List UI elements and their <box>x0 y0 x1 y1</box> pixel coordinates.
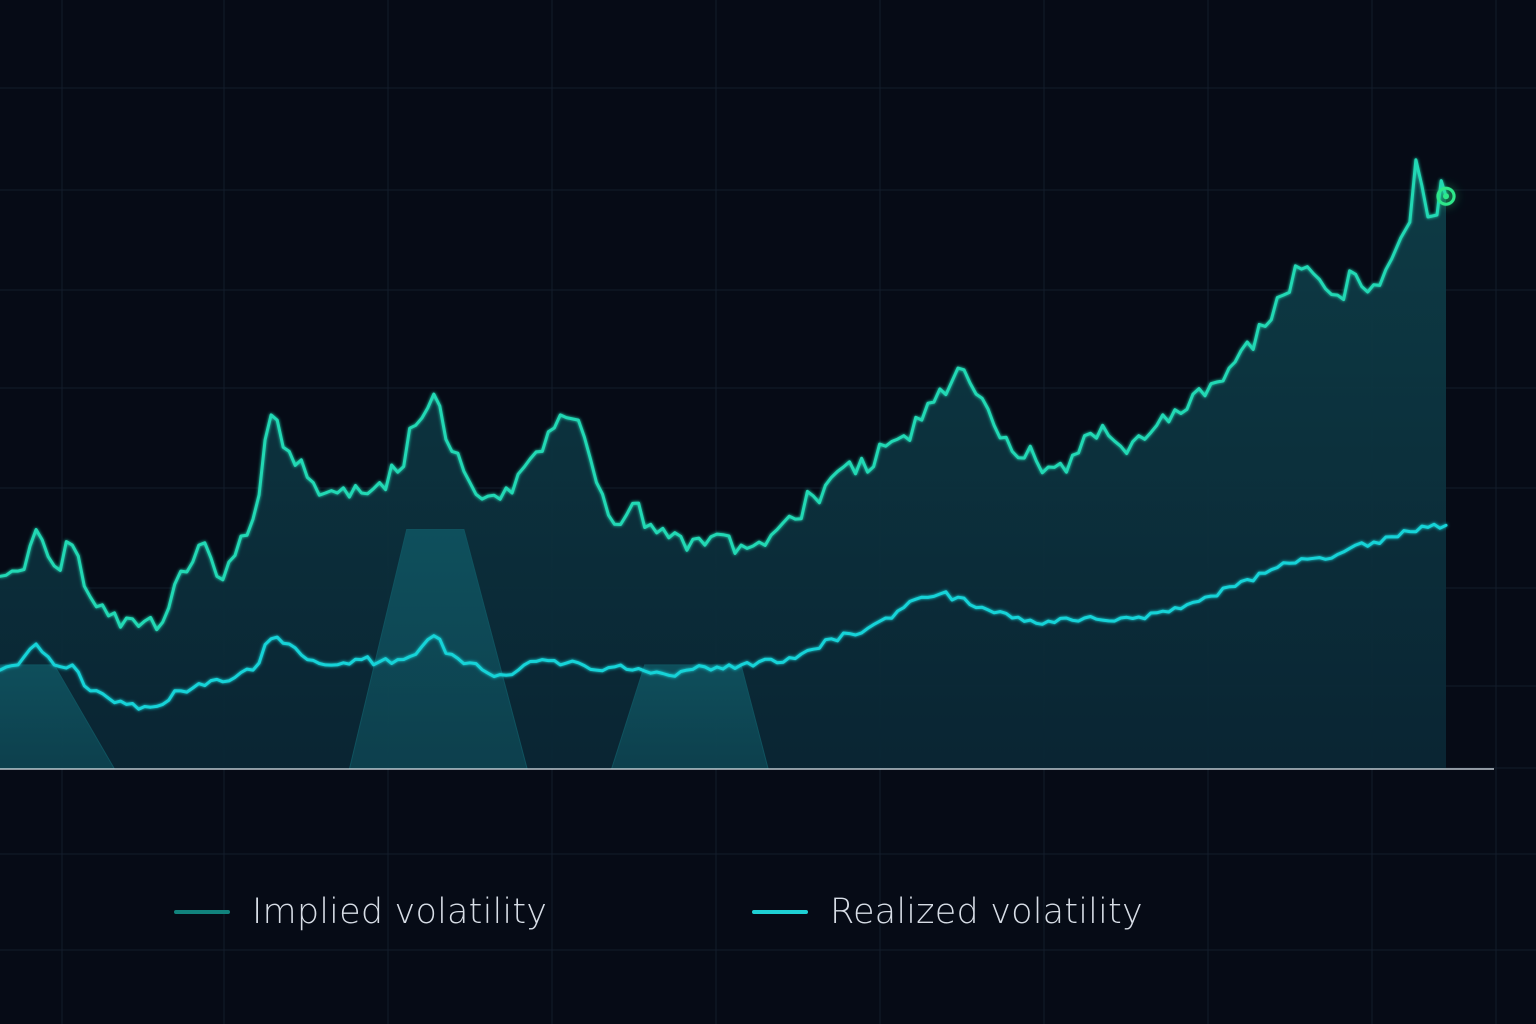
legend-implied: Implied volatility <box>174 888 547 936</box>
legend-swatch-realized <box>752 910 808 914</box>
regime-bands <box>0 528 769 770</box>
marker-ring <box>1436 186 1456 206</box>
realized-volatility-line <box>0 522 1448 711</box>
marker-dot <box>1443 193 1449 200</box>
legend-label-implied: Implied volatility <box>252 892 548 932</box>
series-lines <box>0 158 1448 711</box>
legend-swatch-implied <box>174 910 230 914</box>
implied-volatility-line <box>0 158 1448 632</box>
legend-label-realized: Realized volatility <box>830 892 1143 932</box>
latest-value-marker <box>1436 186 1456 207</box>
legend-realized: Realized volatility <box>752 888 1143 936</box>
